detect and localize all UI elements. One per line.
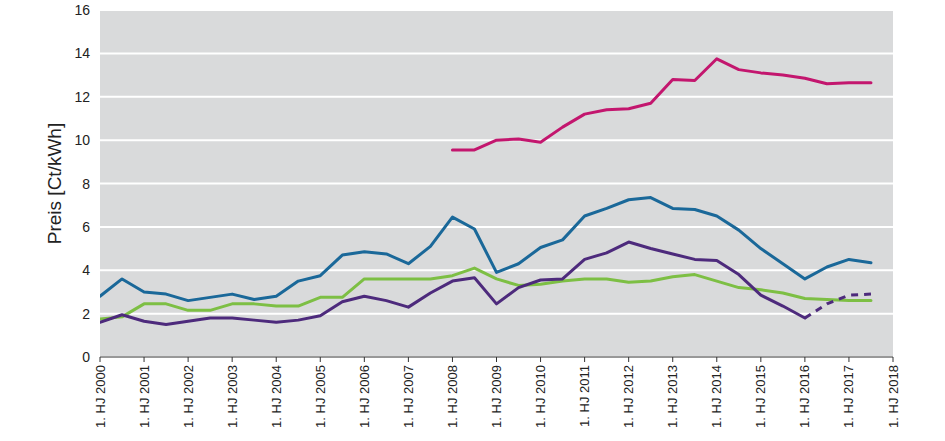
x-tick xyxy=(188,357,189,362)
x-tick-label: 1. HJ 2011 xyxy=(577,365,592,427)
x-tick-label: 1. HJ 2015 xyxy=(753,365,768,428)
y-tick-label: 14 xyxy=(74,45,90,61)
series-line xyxy=(805,294,871,318)
y-tick-label: 16 xyxy=(74,2,90,18)
y-tick-label: 4 xyxy=(82,262,90,278)
series-line xyxy=(452,59,871,150)
grid-line xyxy=(100,226,893,228)
x-tick xyxy=(540,357,541,362)
x-tick-label: 1. HJ 2008 xyxy=(445,365,460,428)
x-tick-label: 1. HJ 2014 xyxy=(709,365,724,428)
series-line xyxy=(100,268,871,319)
x-tick-label: 1. HJ 2017 xyxy=(841,365,856,428)
x-tick-label: 1. HJ 2012 xyxy=(621,365,636,428)
x-tick-label: 1. HJ 2002 xyxy=(181,365,196,428)
x-tick-label: 1. HJ 2013 xyxy=(665,365,680,428)
plot-background xyxy=(100,10,893,357)
x-tick-label: 1. HJ 2004 xyxy=(269,365,284,428)
y-tick-label: 10 xyxy=(74,132,90,148)
x-tick xyxy=(100,357,101,362)
x-tick xyxy=(232,357,233,362)
x-tick xyxy=(452,357,453,362)
x-tick-label: 1. HJ 2006 xyxy=(357,365,372,428)
series-line xyxy=(100,198,871,301)
x-tick xyxy=(584,357,585,362)
x-tick-label: 1. HJ 2007 xyxy=(401,365,416,428)
grid-line xyxy=(100,52,893,54)
x-tick xyxy=(408,357,409,362)
y-tick-label: 2 xyxy=(82,306,90,322)
y-tick-label: 6 xyxy=(82,219,90,235)
grid-line xyxy=(100,183,893,185)
x-tick-label: 1. HJ 2016 xyxy=(797,365,812,428)
grid-line xyxy=(100,313,893,315)
x-tick xyxy=(144,357,145,362)
x-tick-label: 1. HJ 2001 xyxy=(137,365,152,428)
x-tick-label: 1. HJ 2018 xyxy=(886,365,901,428)
x-tick xyxy=(496,357,497,362)
x-tick xyxy=(716,357,717,362)
x-tick xyxy=(320,357,321,362)
y-tick-label: 12 xyxy=(74,89,90,105)
x-tick-label: 1. HJ 2003 xyxy=(225,365,240,428)
y-tick-label: 0 xyxy=(82,349,90,365)
x-tick xyxy=(804,357,805,362)
x-tick xyxy=(893,357,894,362)
grid-line xyxy=(100,9,893,11)
x-tick-label: 1. HJ 2005 xyxy=(313,365,328,428)
x-tick xyxy=(672,357,673,362)
x-tick-label: 1. HJ 2000 xyxy=(93,365,108,428)
grid-line xyxy=(100,96,893,98)
series-line xyxy=(100,242,805,324)
y-axis-label: Preis [Ct/kWh] xyxy=(44,123,65,244)
x-tick-label: 1. HJ 2009 xyxy=(489,365,504,428)
x-tick xyxy=(276,357,277,362)
plot-lines xyxy=(100,59,871,325)
chart: 0 2 4 6 8 10 12 14 16 1. HJ 2000 1. HJ 2001 1. HJ 2… xyxy=(0,0,945,441)
x-tick-label: 1. HJ 2010 xyxy=(533,365,548,428)
x-tick xyxy=(364,357,365,362)
x-tick xyxy=(848,357,849,362)
x-tick xyxy=(760,357,761,362)
x-tick xyxy=(628,357,629,362)
y-tick-label: 8 xyxy=(82,176,90,192)
